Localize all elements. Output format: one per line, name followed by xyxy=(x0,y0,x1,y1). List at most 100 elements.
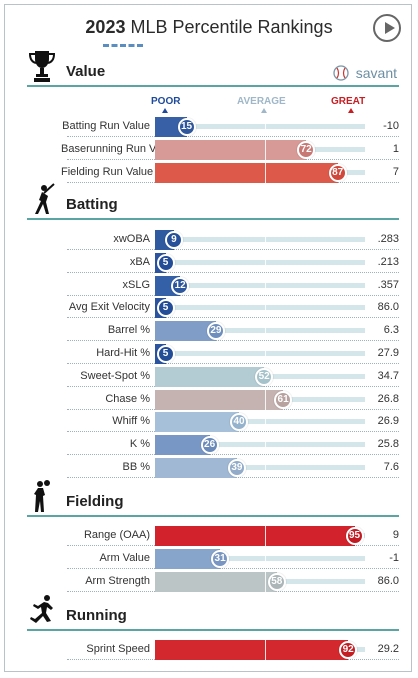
row-divider xyxy=(67,271,399,273)
metric-value: 27.9 xyxy=(377,347,399,359)
row-divider xyxy=(67,340,399,342)
metric-value: 9 xyxy=(392,529,399,541)
metric-row: xwOBA 9 .283 xyxy=(61,230,399,250)
average-marker xyxy=(265,344,266,364)
percentile-bar xyxy=(155,526,355,546)
legend-great: GREAT xyxy=(331,96,366,107)
percentile-track xyxy=(155,305,365,311)
metric-row: Whiff % 40 26.9 xyxy=(61,412,399,433)
average-marker xyxy=(265,230,266,250)
percentile-knob[interactable]: 58 xyxy=(267,572,286,591)
percentile-knob[interactable]: 5 xyxy=(156,299,175,318)
runner-icon xyxy=(27,593,57,627)
percentile-knob[interactable]: 72 xyxy=(297,140,316,159)
percentile-track xyxy=(155,351,365,356)
percentile-bar xyxy=(155,548,221,569)
metric-value: -10 xyxy=(383,120,399,132)
percentile-knob[interactable]: 95 xyxy=(345,527,364,545)
metric-value: 7 xyxy=(392,165,399,178)
percentile-track xyxy=(155,419,365,425)
section-header-running: Running xyxy=(27,595,399,631)
metric-label: xBA xyxy=(129,255,150,268)
metric-label: Hard-Hit % xyxy=(96,347,150,359)
metric-label: Range (OAA) xyxy=(83,529,150,541)
batter-icon xyxy=(27,182,57,216)
metric-row: Baserunning Run Value 72 1 xyxy=(61,139,399,160)
trophy-icon xyxy=(27,49,57,83)
metric-row: Arm Strength 58 86.0 xyxy=(61,571,399,592)
row-divider xyxy=(67,363,399,364)
metric-value: 6.3 xyxy=(383,324,399,337)
percentile-knob[interactable]: 5 xyxy=(156,253,175,272)
percentile-knob[interactable]: 15 xyxy=(177,118,196,136)
row-divider xyxy=(67,249,399,250)
average-marker xyxy=(265,298,266,319)
play-icon[interactable] xyxy=(373,14,401,42)
percentile-track xyxy=(155,442,365,448)
title-year: 2023 xyxy=(85,17,126,37)
average-marker xyxy=(265,117,266,137)
percentile-track xyxy=(155,328,365,334)
legend-average: AVERAGE xyxy=(237,96,286,107)
metric-label: xSLG xyxy=(122,278,150,291)
percentile-knob[interactable]: 29 xyxy=(206,322,225,341)
metric-value: 26.9 xyxy=(377,415,399,428)
legend-great-marker xyxy=(348,108,354,113)
metric-value: 26.8 xyxy=(377,392,399,405)
metric-label: Batting Run Value xyxy=(62,120,150,132)
percentile-bar xyxy=(155,321,216,342)
metric-value: -1 xyxy=(389,551,399,564)
metric-label: Chase % xyxy=(105,392,150,405)
average-marker xyxy=(265,275,266,296)
percentile-track xyxy=(155,237,365,242)
metric-row: Sweet-Spot % 52 34.7 xyxy=(61,366,399,387)
section-header-batting: Batting xyxy=(27,183,399,220)
metric-label: xwOBA xyxy=(113,233,150,245)
baseball-icon xyxy=(333,65,349,81)
metric-label: Sweet-Spot % xyxy=(80,369,150,382)
percentile-bar xyxy=(155,458,237,478)
metric-label: Arm Strength xyxy=(85,574,150,587)
average-marker xyxy=(265,571,266,592)
percentile-bar xyxy=(155,162,338,183)
percentile-track xyxy=(155,555,365,561)
metric-row: Range (OAA) 95 9 xyxy=(61,526,399,546)
metric-label: Arm Value xyxy=(99,551,150,564)
average-marker xyxy=(265,526,266,546)
metric-row: Barrel % 29 6.3 xyxy=(61,321,399,342)
percentile-bar xyxy=(155,412,239,433)
percentile-knob[interactable]: 39 xyxy=(227,459,246,477)
row-divider xyxy=(67,294,399,296)
metric-label: Avg Exit Velocity xyxy=(68,301,150,314)
metric-value: .213 xyxy=(377,255,399,268)
percentile-knob[interactable]: 9 xyxy=(164,231,183,249)
percentile-knob[interactable]: 5 xyxy=(156,345,175,363)
legend-average-marker xyxy=(261,108,267,113)
metric-label: Barrel % xyxy=(107,324,150,337)
average-marker xyxy=(265,548,266,569)
section-title-value: Value xyxy=(66,63,106,80)
percentile-knob[interactable]: 12 xyxy=(171,276,190,295)
percentile-bar xyxy=(155,366,265,387)
average-marker xyxy=(265,321,266,342)
average-marker xyxy=(265,389,266,410)
percentile-knob[interactable]: 31 xyxy=(211,549,230,568)
title-text: MLB Percentile Rankings xyxy=(125,17,333,37)
percentile-bar xyxy=(155,435,210,456)
section-title-running: Running xyxy=(66,607,127,624)
metric-row: Hard-Hit % 5 27.9 xyxy=(61,344,399,364)
percentile-knob[interactable]: 61 xyxy=(274,390,293,409)
metric-value: 1 xyxy=(392,142,399,155)
average-marker xyxy=(265,458,266,478)
metric-row: Fielding Run Value 87 7 xyxy=(61,162,399,183)
title-underline xyxy=(103,44,143,47)
percentile-knob[interactable]: 40 xyxy=(230,413,248,432)
metric-row: K % 26 25.8 xyxy=(61,435,399,456)
savant-logo: savant xyxy=(355,65,397,81)
percentile-knob[interactable]: 52 xyxy=(255,367,274,386)
metric-row: Arm Value 31 -1 xyxy=(61,548,399,569)
percentile-knob[interactable]: 87 xyxy=(328,163,347,182)
metric-row: xBA 5 .213 xyxy=(61,252,399,273)
percentile-knob[interactable]: 26 xyxy=(200,436,219,455)
percentile-knob[interactable]: 92 xyxy=(339,641,358,659)
